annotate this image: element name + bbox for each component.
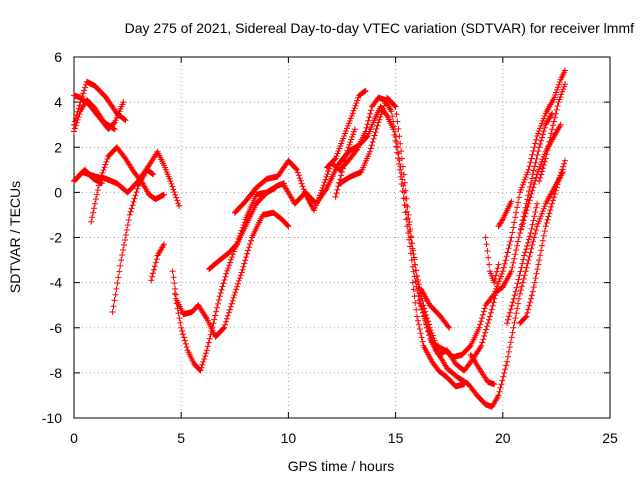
data-series-track-18 (409, 279, 468, 390)
data-series-track-13 (231, 67, 568, 361)
data-series-track-10 (171, 180, 288, 374)
y-tick-label: 6 (54, 49, 62, 65)
x-tick-label: 0 (70, 430, 78, 446)
y-tick-labels: -10 -8 -6 -4 -2 0 2 4 6 (42, 49, 62, 426)
x-tick-label: 10 (281, 430, 297, 446)
data-series-track-20 (467, 351, 498, 388)
data-series-track-19 (418, 286, 453, 331)
y-tick-label: -4 (50, 275, 63, 291)
x-tick-label: 15 (388, 430, 404, 446)
axis-ticks (73, 56, 611, 419)
x-tick-label: 25 (602, 430, 618, 446)
data-series-track-15 (336, 94, 564, 374)
x-tick-labels: 0 5 10 15 20 25 (70, 430, 618, 446)
y-tick-label: -10 (42, 410, 62, 426)
data-series-track-16 (324, 87, 369, 171)
y-tick-label: -2 (50, 230, 63, 246)
y-axis-label: SDTVAR / TECUs (7, 181, 23, 293)
data-series-track-26 (517, 110, 556, 236)
data-series-track-3 (71, 96, 118, 135)
data-series-track-11 (195, 209, 292, 340)
x-tick-label: 5 (177, 430, 185, 446)
data-series-track-8 (148, 241, 167, 284)
data-series-track-2 (71, 78, 129, 128)
x-tick-label: 20 (495, 430, 511, 446)
y-tick-label: 4 (54, 94, 62, 110)
data-series-track-22 (495, 198, 515, 230)
y-tick-label: 2 (54, 139, 62, 155)
data-markers (71, 67, 568, 410)
data-series-track-23 (504, 200, 541, 327)
data-series-track-21 (482, 234, 502, 286)
grid-lines (74, 57, 610, 418)
y-tick-label: -8 (50, 365, 63, 381)
y-tick-label: 0 (54, 184, 62, 200)
data-series-track-12 (206, 184, 279, 273)
chart-title: Day 275 of 2021, Sidereal Day-to-day VTE… (125, 20, 634, 36)
data-series-track-9 (169, 268, 202, 318)
y-tick-label: -6 (50, 320, 63, 336)
x-axis-label: GPS time / hours (288, 458, 395, 474)
data-series-track-17 (332, 126, 358, 200)
data-series-track-7 (109, 166, 157, 315)
data-series-track-25 (536, 81, 568, 185)
data-series-track-24 (517, 157, 568, 327)
data-series-track-5 (71, 166, 105, 187)
